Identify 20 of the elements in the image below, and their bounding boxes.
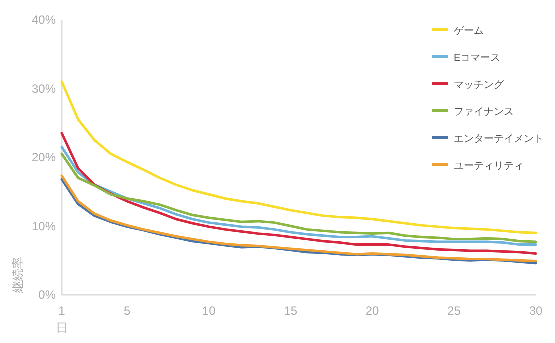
y-tick-label: 40%: [32, 13, 56, 27]
y-tick-label: 30%: [32, 82, 56, 96]
legend-label: マッチング: [454, 80, 505, 91]
x-tick-label: 20: [366, 304, 380, 318]
legend-label: Eコマース: [454, 53, 501, 64]
x-tick-label: 15: [284, 304, 298, 318]
x-tick-label: 5: [124, 304, 132, 318]
y-axis-title: 継続率: [11, 257, 25, 294]
legend-label: ユーティリティ: [454, 161, 524, 172]
legend-label: ゲーム: [454, 26, 484, 37]
legend-label: エンターテイメント: [454, 134, 544, 145]
y-tick-label: 10%: [32, 219, 56, 234]
x-tick-label: 30: [529, 304, 543, 318]
x-tick-label: 10: [202, 304, 216, 318]
y-tick-label: 0%: [38, 288, 56, 302]
x-tick-label: 25: [448, 304, 462, 318]
x-axis-title: 日: [56, 321, 68, 335]
x-tick-label: 1: [58, 304, 66, 318]
y-tick-label: 20%: [32, 150, 56, 164]
legend-label: ファイナンス: [454, 107, 514, 118]
